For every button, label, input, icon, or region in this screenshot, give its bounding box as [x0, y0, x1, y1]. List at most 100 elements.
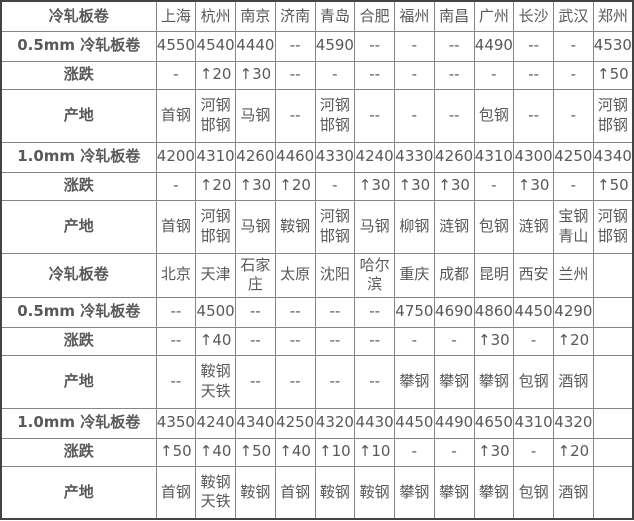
city-header-cell: 南昌 — [433, 0, 475, 32]
change-cell: -- — [513, 60, 554, 90]
price-cell: 4200 — [155, 141, 197, 173]
change-cell: ↑30 — [473, 326, 515, 356]
price-cell: -- — [354, 296, 395, 328]
origin-cell: -- — [513, 88, 554, 143]
origin-cell: 酒钢 — [553, 354, 594, 409]
price-cell: -- — [274, 296, 316, 328]
price-cell: 4340 — [592, 141, 634, 173]
origin-cell: - — [394, 88, 435, 143]
price-cell: 4450 — [513, 296, 554, 328]
origin-cell: 酒钢 — [553, 465, 594, 520]
origin-cell — [592, 465, 634, 520]
city-header-cell: 天津 — [195, 252, 236, 298]
city-header-cell: 合肥 — [354, 0, 395, 32]
row-label-cell: 涨跌 — [0, 60, 157, 90]
price-cell: 4330 — [394, 141, 435, 173]
change-cell: ↑10 — [314, 437, 356, 467]
city-header-cell: 哈尔滨 — [354, 252, 395, 298]
origin-cell: 攀钢 — [473, 465, 515, 520]
city-header-cell: 北京 — [155, 252, 197, 298]
city-header-cell: 长沙 — [513, 0, 554, 32]
origin-cell: 包钢 — [473, 88, 515, 143]
change-row: 涨跌 - ↑20 ↑30 -- - -- - -- - -- - ↑50 — [0, 60, 634, 90]
price-cell: 4430 — [354, 407, 395, 439]
change-cell: - — [394, 60, 435, 90]
origin-cell: -- — [433, 88, 475, 143]
price-cell: 4650 — [473, 407, 515, 439]
section-label-cell: 冷轧板卷 — [0, 0, 157, 32]
change-cell: - — [433, 326, 475, 356]
origin-cell: 首钢 — [155, 465, 197, 520]
change-cell: - — [513, 437, 554, 467]
change-cell: ↑50 — [592, 60, 634, 90]
city-header-cell: 郑州 — [592, 0, 634, 32]
city-header-cell: 西安 — [513, 252, 554, 298]
origin-cell: 攀钢 — [433, 354, 475, 409]
price-cell: -- — [155, 296, 197, 328]
change-cell: - — [473, 171, 515, 201]
origin-cell: 鞍钢 — [314, 465, 356, 520]
city-header-cell: 昆明 — [473, 252, 515, 298]
change-cell: ↑40 — [195, 326, 236, 356]
origin-cell: -- — [354, 88, 395, 143]
city-header-cell: 重庆 — [394, 252, 435, 298]
row-label-cell: 产地 — [0, 354, 157, 409]
origin-cell: 鞍钢天铁 — [195, 465, 236, 520]
change-cell: -- — [354, 326, 395, 356]
price-cell: 4290 — [553, 296, 594, 328]
city-header-cell: 福州 — [394, 0, 435, 32]
change-row: 涨跌 -- ↑40 -- -- -- -- - - ↑30- ↑20 — [0, 326, 634, 356]
origin-cell: 柳钢 — [394, 199, 435, 254]
change-cell: - — [394, 326, 435, 356]
price-cell: -- — [354, 30, 395, 62]
change-cell: ↑40 — [195, 437, 236, 467]
origin-cell: 河钢邯钢 — [592, 199, 634, 254]
change-cell: ↑30 — [433, 171, 475, 201]
price-cell: 4450 — [394, 407, 435, 439]
city-header-cell: 石家庄 — [235, 252, 276, 298]
origin-cell — [592, 354, 634, 409]
price-cell — [592, 407, 634, 439]
origin-cell: 鞍钢 — [354, 465, 395, 520]
price-cell: 4310 — [513, 407, 554, 439]
change-cell: ↑20 — [195, 171, 236, 201]
section-header-row: 冷轧板卷 北京 天津 石家庄 太原 沈阳 哈尔滨 重庆 成都 昆明 西安 兰州 — [0, 252, 634, 298]
origin-row: 产地 首钢 鞍钢天铁 鞍钢 首钢 鞍钢 鞍钢 攀钢 攀钢 攀钢 包钢 酒钢 — [0, 465, 634, 520]
price-cell: 4690 — [433, 296, 475, 328]
origin-cell: 攀钢 — [394, 354, 435, 409]
change-cell: ↑30 — [394, 171, 435, 201]
change-cell: ↑30 — [354, 171, 395, 201]
price-cell: -- — [433, 30, 475, 62]
change-cell: - — [433, 437, 475, 467]
origin-cell: -- — [274, 354, 316, 409]
city-header-cell — [592, 252, 634, 298]
price-cell: -- — [235, 296, 276, 328]
row-label-cell: 涨跌 — [0, 437, 157, 467]
row-label-cell: 产地 — [0, 199, 157, 254]
change-cell: ↑50 — [592, 171, 634, 201]
row-label-cell: 涨跌 — [0, 171, 157, 201]
change-cell: ↑20 — [195, 60, 236, 90]
change-cell: ↑20 — [274, 171, 316, 201]
price-cell: 4250 — [274, 407, 316, 439]
origin-row: 产地 -- 鞍钢天铁 -- -- -- -- 攀钢 攀钢 攀钢 包钢 酒钢 — [0, 354, 634, 409]
change-cell: - — [314, 171, 356, 201]
origin-cell: 河钢邯钢 — [592, 88, 634, 143]
price-cell: -- — [314, 296, 356, 328]
change-cell: ↑30 — [235, 60, 276, 90]
city-header-cell: 太原 — [274, 252, 316, 298]
price-cell: 4320 — [553, 407, 594, 439]
row-label-cell: 产地 — [0, 465, 157, 520]
change-cell: ↑50 — [235, 437, 276, 467]
price-row: 0.5mm 冷轧板卷 -- 4500 -- -- -- -- 4750 4690 4860 4450… — [0, 296, 634, 328]
change-cell: - — [553, 171, 594, 201]
price-cell: 4490 — [473, 30, 515, 62]
price-cell: 4240 — [354, 141, 395, 173]
origin-cell: 河钢邯钢 — [314, 199, 356, 254]
price-row: 1.0mm 冷轧板卷 4200 4310 4260 4460 4330 4240 4330 42… — [0, 141, 634, 173]
city-header-cell: 成都 — [433, 252, 475, 298]
row-label-cell: 涨跌 — [0, 326, 157, 356]
city-header-cell: 兰州 — [553, 252, 594, 298]
origin-cell: 攀钢 — [433, 465, 475, 520]
